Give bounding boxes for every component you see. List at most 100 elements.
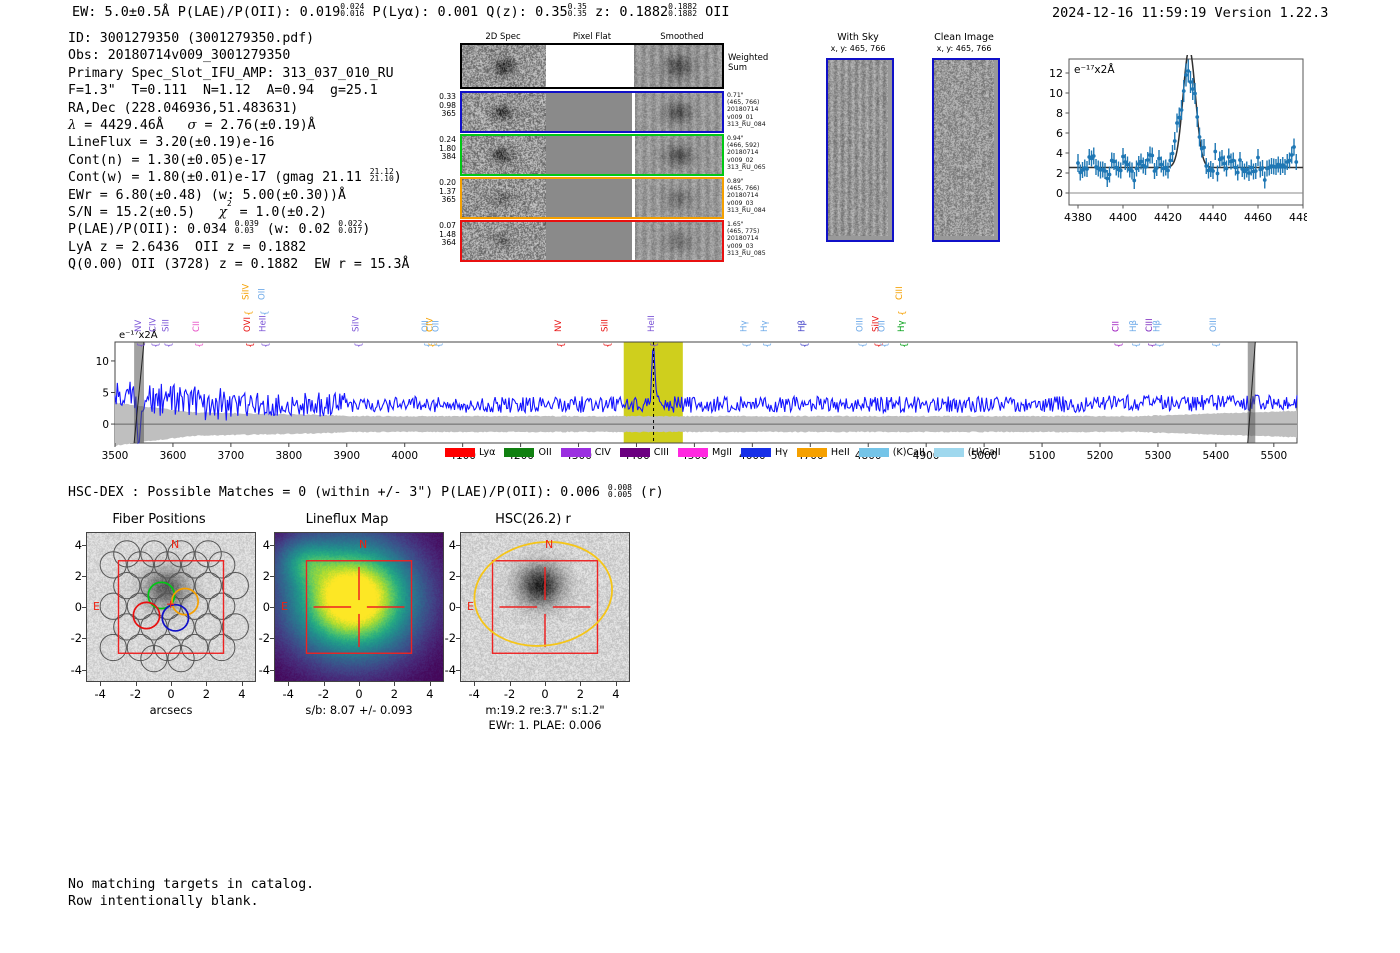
- panel-x-tick: 2: [576, 687, 585, 701]
- svg-text:5200: 5200: [1087, 450, 1114, 462]
- panel-y-tickmark: [270, 544, 274, 546]
- legend-item-ly: Lyα: [445, 447, 495, 458]
- svg-text:OII: OII: [431, 320, 441, 332]
- panel-y-tick: -2: [258, 631, 270, 646]
- svg-text:OVI: OVI: [243, 317, 253, 332]
- svg-text:Hβ: Hβ: [1129, 320, 1139, 332]
- spec2d-fiber-left-labels-2: 0.20 1.37 365: [439, 178, 456, 205]
- svg-text:HeII: HeII: [259, 315, 269, 332]
- panel-y-tickmark: [456, 544, 460, 546]
- footer-line-0: No matching targets in catalog.: [68, 877, 315, 892]
- legend-swatch-icon: [619, 448, 650, 457]
- panel-y-tickmark: [270, 638, 274, 640]
- svg-text:OII: OII: [258, 288, 268, 300]
- panel-x-tickmark: [206, 682, 208, 686]
- legend-swatch-icon: [858, 448, 889, 457]
- compass-east-label: E: [281, 599, 288, 613]
- svg-text:3900: 3900: [333, 450, 360, 462]
- svg-text:NV: NV: [134, 320, 144, 332]
- info-line-5: λ = 4429.46Å σ = 2.76(±0.19)Å: [68, 118, 316, 134]
- bottom-imaging-panels: Fiber Positions N E 4 2 0 -2 -4 -4 -2 0 2 4 arcsecs Li…: [50, 512, 650, 732]
- info-line-1: Obs: 20180714v009_3001279350: [68, 48, 291, 64]
- cutout-clean-image: [932, 58, 1000, 242]
- svg-text:{: {: [1115, 342, 1125, 348]
- cutout-title-1: Clean Image: [934, 32, 994, 43]
- panel-x-tick: -2: [317, 687, 330, 701]
- spec2d-fiber-row-3: [460, 220, 724, 262]
- panel-caption-0: m:19.2 re:3.7" s:1.2": [485, 703, 605, 717]
- panel-title: Lineflux Map: [305, 512, 389, 527]
- svg-text:{: {: [743, 342, 753, 348]
- panel-x-tick: 0: [355, 687, 363, 701]
- image-cutouts-group: With Sky x, y: 465, 766 Clean Image x, y: 4…: [820, 32, 1020, 262]
- svg-text:3700: 3700: [218, 450, 245, 462]
- compass-north-label: N: [359, 538, 368, 551]
- legend-label: HeII: [830, 447, 850, 458]
- info-line-0: ID: 3001279350 (3001279350.pdf): [68, 31, 315, 46]
- svg-text:{: {: [246, 342, 256, 348]
- legend-swatch-icon: [504, 448, 535, 457]
- panel-x-tickmark: [323, 682, 325, 686]
- spec2d-column-title-0: 2D Spec: [485, 32, 521, 42]
- svg-text:3500: 3500: [102, 450, 129, 462]
- legend-label: Lyα: [479, 447, 496, 458]
- cutout-subtitle-1: x, y: 465, 766: [936, 44, 992, 53]
- panel-title: HSC(26.2) r: [495, 512, 571, 527]
- svg-text:SiIV: SiIV: [241, 284, 251, 300]
- panel-x-tickmark: [429, 682, 431, 686]
- info-line-11: P(LAE)/P(OII): 0.034 0.039 0.03 (w: 0.02 …: [68, 219, 371, 238]
- svg-text:Hγ: Hγ: [760, 320, 770, 332]
- header-summary-line: EW: 5.0±0.5Å P(LAE)/P(OII): 0.019 0.024 0.…: [72, 2, 730, 21]
- svg-text:4: 4: [1056, 147, 1063, 160]
- svg-text:CIV: CIV: [149, 317, 159, 332]
- svg-text:Hγ: Hγ: [897, 320, 907, 332]
- panel-caption-0: arcsecs: [149, 703, 193, 717]
- svg-text:{: {: [429, 342, 439, 348]
- spec2d-fiber-right-labels-2: 0.89" (465, 766) 20180714 v009_03 313_RU_084: [727, 178, 766, 214]
- spec2d-fiber-left-labels-0: 0.33 0.98 365: [439, 92, 456, 119]
- legend-item-h: Hγ: [741, 447, 788, 458]
- svg-text:e⁻¹⁷x2Å: e⁻¹⁷x2Å: [119, 328, 158, 341]
- svg-text:OII: OII: [421, 320, 431, 332]
- info-line-13: Q(0.00) OII (3728) z = 0.1882 EW r = 15.…: [68, 257, 410, 273]
- spec2d-weighted-sum-label: Weighted Sum: [728, 53, 769, 73]
- svg-text:{: {: [898, 310, 908, 316]
- legend-swatch-icon: [677, 448, 708, 457]
- svg-text:4900: 4900: [913, 450, 940, 462]
- panel-caption-0: s/b: 8.07 +/- 0.093: [305, 703, 413, 717]
- svg-text:{: {: [875, 342, 885, 348]
- svg-text:e⁻¹⁷x2Å: e⁻¹⁷x2Å: [1074, 63, 1115, 76]
- panel-fiber-positions: Fiber Positions N E 4 2 0 -2 -4 -4 -2 0 2 4 arcsecs: [64, 512, 256, 722]
- panel-lineflux-map: Lineflux Map N E 4 2 0 -2 -4 -4 -2 0 2 4 s/b: 8.07 +/…: [252, 512, 444, 722]
- panel-x-tickmark: [135, 682, 137, 686]
- panel-y-tickmark: [270, 669, 274, 671]
- header-field-4: z: 0.1882 0.1882 0.1882 OII: [594, 2, 730, 21]
- svg-text:HeII: HeII: [647, 315, 657, 332]
- legend-swatch-icon: [933, 448, 964, 457]
- emission-line-profile-chart: 0 2 4 6 8 10 12 4380 4400 4420 4440 4460 4480 e⁻¹⁷x2Å: [1035, 55, 1307, 231]
- panel-y-tick: 0: [262, 600, 270, 614]
- svg-text:2: 2: [1056, 167, 1063, 180]
- info-line-7: Cont(n) = 1.30(±0.05)e-17: [68, 152, 267, 168]
- panel-y-tickmark: [82, 575, 86, 577]
- svg-text:OIII: OIII: [1209, 318, 1219, 332]
- compass-north-label: N: [171, 538, 180, 551]
- twod-spectra-panel: 2D Spec Pixel Flat Smoothed Weighted Sum 0.33…: [430, 32, 768, 262]
- svg-text:SiII: SiII: [601, 319, 611, 332]
- legend-label: (K)CaII: [892, 447, 925, 458]
- panel-y-tickmark: [82, 669, 86, 671]
- full-spectrum-chart: 0510350036003700380039004000410042004300…: [95, 280, 1305, 465]
- legend-label: CIII: [653, 447, 669, 458]
- svg-text:OII: OII: [878, 320, 888, 332]
- svg-text:{: {: [763, 342, 773, 348]
- panel-title: Fiber Positions: [112, 512, 206, 527]
- svg-text:{: {: [262, 342, 272, 348]
- panel-x-tick: -2: [129, 687, 142, 701]
- compass-east-label: E: [467, 599, 474, 613]
- svg-text:{: {: [900, 342, 910, 348]
- svg-text:0: 0: [102, 419, 109, 431]
- panel-caption-1: EWr: 1. PLAE: 0.006: [488, 718, 602, 732]
- svg-text:Hβ: Hβ: [1153, 320, 1163, 332]
- svg-text:{: {: [195, 342, 205, 348]
- panel-y-tickmark: [82, 544, 86, 546]
